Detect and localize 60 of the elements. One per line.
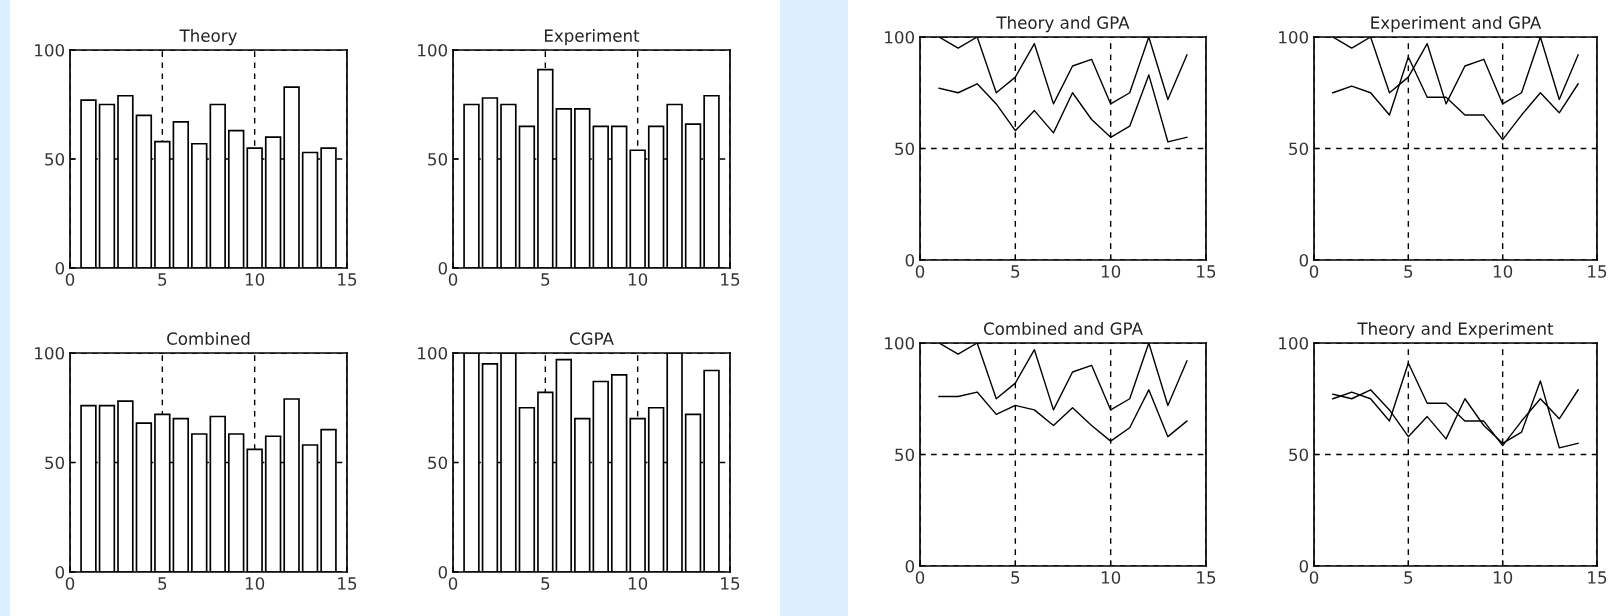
x-tick-label: 0 xyxy=(448,577,458,590)
x-tick-label: 15 xyxy=(1588,571,1607,584)
x-tick-label: 5 xyxy=(158,273,167,286)
x-tick-label: 5 xyxy=(1011,571,1020,584)
x-tick-label: 15 xyxy=(1588,265,1607,278)
y-tick-label: 50 xyxy=(428,152,448,166)
x-tick-label: 10 xyxy=(1493,265,1513,278)
y-tick-label: 100 xyxy=(418,43,448,57)
x-tick-label: 0 xyxy=(915,265,925,278)
y-tick-label: 100 xyxy=(885,336,915,350)
x-tick-label: 0 xyxy=(448,273,458,286)
x-tick-label: 15 xyxy=(1197,265,1216,278)
y-tick-label: 0 xyxy=(1299,253,1309,267)
x-tick-label: 10 xyxy=(1101,571,1121,584)
x-tick-label: 5 xyxy=(1404,265,1413,278)
chart-title: Combined and GPA xyxy=(983,322,1143,335)
x-tick-label: 15 xyxy=(338,577,357,590)
x-tick-label: 5 xyxy=(158,577,167,590)
x-tick-label: 5 xyxy=(1404,571,1413,584)
y-tick-label: 50 xyxy=(45,152,65,166)
x-tick-label: 10 xyxy=(1101,265,1121,278)
chart-title: Experiment xyxy=(544,29,640,46)
x-tick-label: 0 xyxy=(1309,265,1319,278)
x-tick-label: 10 xyxy=(245,273,265,286)
x-tick-label: 0 xyxy=(1309,571,1319,584)
y-tick-label: 50 xyxy=(45,456,65,470)
y-tick-label: 50 xyxy=(895,142,915,156)
y-tick-label: 50 xyxy=(895,448,915,462)
y-tick-label: 100 xyxy=(885,30,915,44)
y-tick-label: 0 xyxy=(905,559,915,573)
x-tick-label: 5 xyxy=(1011,265,1020,278)
chart-title: Theory xyxy=(179,29,237,46)
x-tick-label: 0 xyxy=(65,577,75,590)
x-tick-label: 15 xyxy=(338,273,357,286)
x-tick-label: 0 xyxy=(915,571,925,584)
x-tick-label: 15 xyxy=(721,273,740,286)
y-tick-label: 100 xyxy=(35,43,65,57)
x-tick-label: 10 xyxy=(628,273,648,286)
x-tick-label: 15 xyxy=(721,577,740,590)
y-tick-label: 0 xyxy=(905,253,915,267)
y-tick-label: 100 xyxy=(418,346,448,360)
chart-title: Experiment and GPA xyxy=(1371,16,1542,33)
y-tick-label: 50 xyxy=(428,456,448,470)
chart-title: Theory and Experiment xyxy=(1357,322,1554,339)
x-tick-label: 5 xyxy=(541,577,550,590)
chart-title: Theory and GPA xyxy=(996,16,1130,33)
y-tick-label: 100 xyxy=(1279,30,1309,44)
x-tick-label: 15 xyxy=(1197,571,1216,584)
y-tick-label: 100 xyxy=(1279,336,1309,350)
y-tick-label: 50 xyxy=(1289,142,1309,156)
x-tick-label: 10 xyxy=(1493,571,1513,584)
chart-title: CGPA xyxy=(569,332,614,345)
x-tick-label: 0 xyxy=(65,273,75,286)
y-tick-label: 50 xyxy=(1289,448,1309,462)
x-tick-label: 5 xyxy=(541,273,550,286)
chart-title: Combined xyxy=(167,332,250,345)
x-tick-label: 10 xyxy=(628,577,648,590)
y-tick-label: 0 xyxy=(1299,559,1309,573)
x-tick-label: 10 xyxy=(245,577,265,590)
y-tick-label: 100 xyxy=(35,346,65,360)
